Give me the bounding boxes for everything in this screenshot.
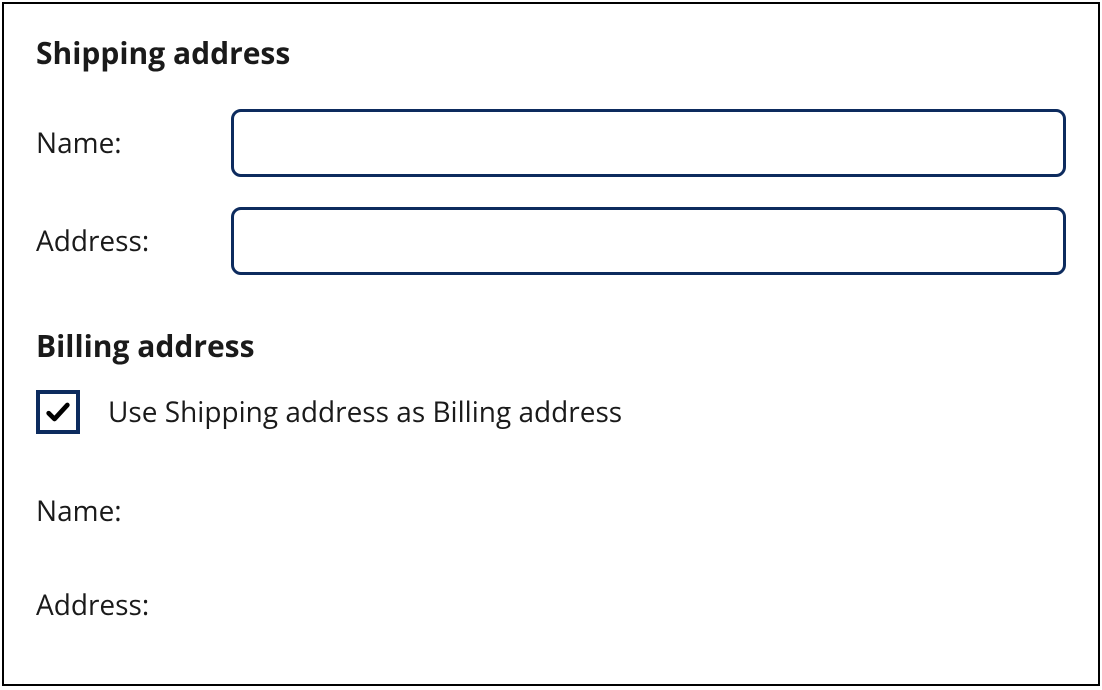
shipping-address-input[interactable]	[231, 207, 1066, 275]
billing-heading: Billing address	[36, 325, 1066, 366]
billing-name-row: Name:	[36, 492, 1066, 530]
shipping-address-row: Address:	[36, 207, 1066, 275]
use-shipping-checkbox[interactable]	[36, 390, 80, 434]
shipping-heading: Shipping address	[36, 32, 1066, 73]
use-shipping-checkbox-label: Use Shipping address as Billing address	[108, 393, 622, 431]
billing-address-label: Address:	[36, 586, 149, 624]
check-icon	[44, 398, 72, 426]
address-form-container: Shipping address Name: Address: Billing …	[2, 2, 1100, 686]
shipping-name-row: Name:	[36, 109, 1066, 177]
shipping-name-label: Name:	[36, 124, 231, 162]
use-shipping-checkbox-row: Use Shipping address as Billing address	[36, 390, 1066, 434]
shipping-name-input[interactable]	[231, 109, 1066, 177]
shipping-address-label: Address:	[36, 222, 231, 260]
billing-name-label: Name:	[36, 492, 122, 530]
billing-address-row: Address:	[36, 586, 1066, 624]
